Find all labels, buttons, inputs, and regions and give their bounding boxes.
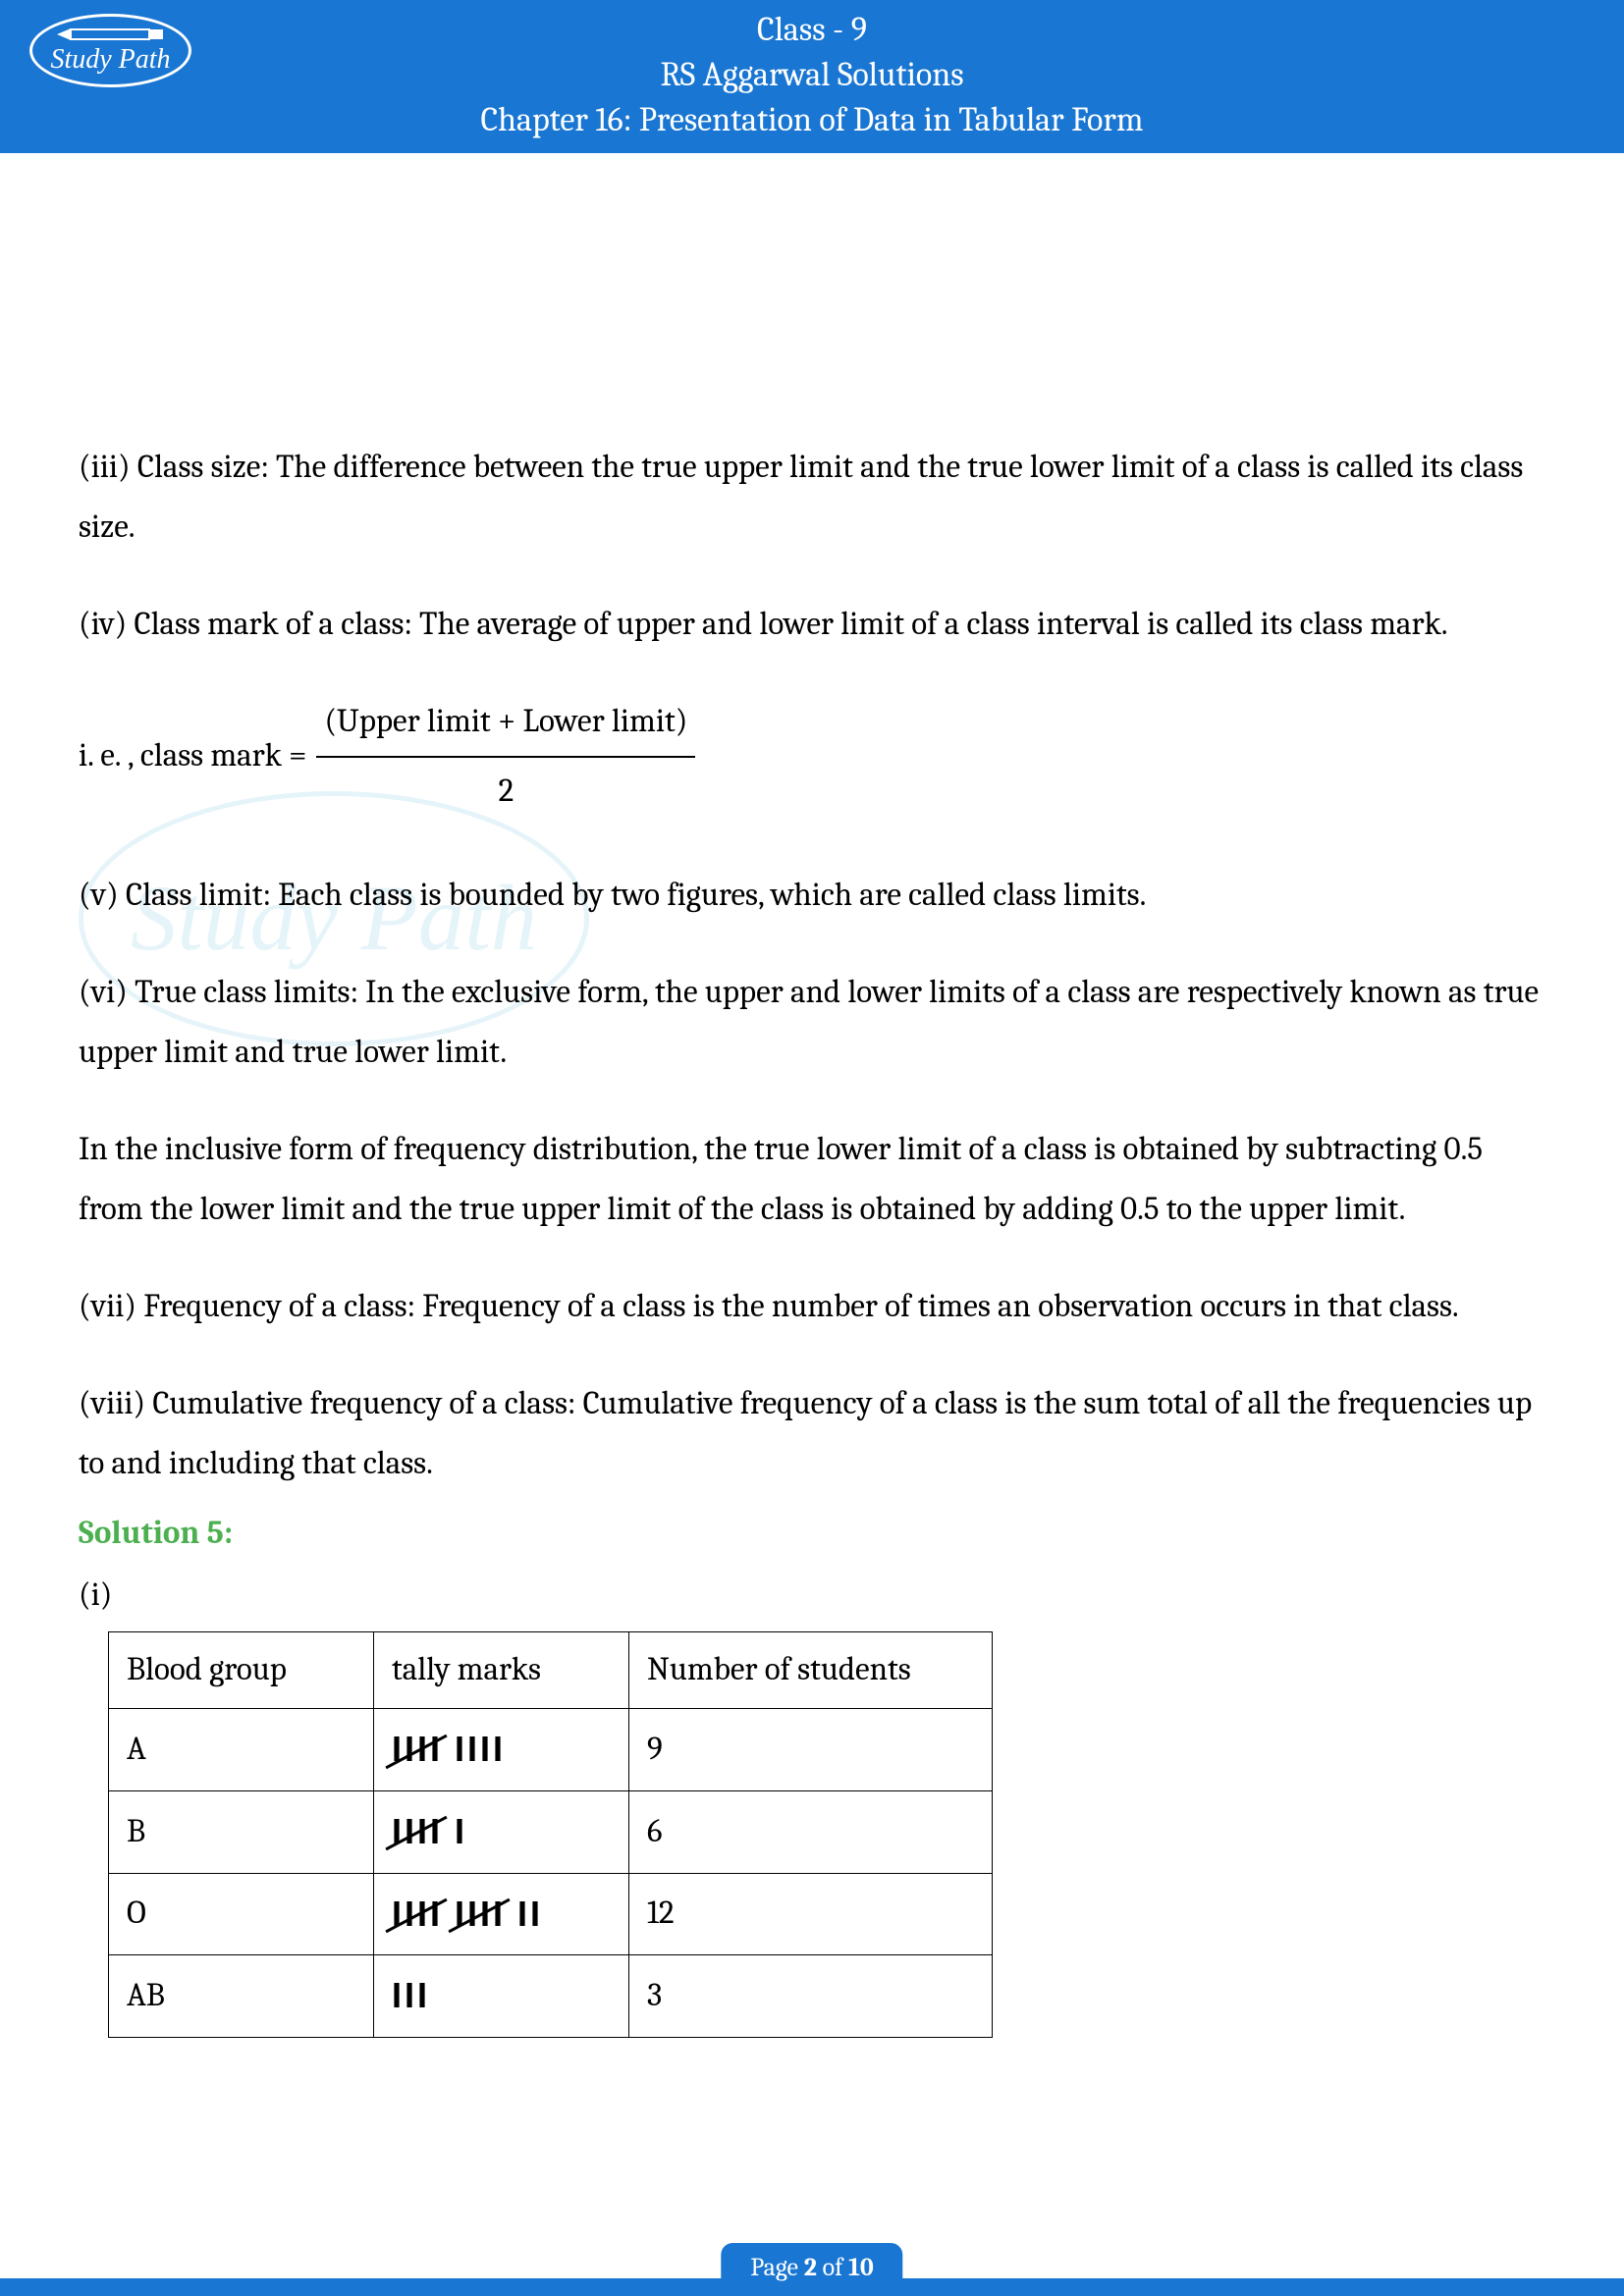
blood-group-cell: O [109, 1873, 374, 1955]
page-number-badge: Page 2 of 10 [721, 2243, 902, 2296]
fraction: (Upper limit + Lower limit) 2 [316, 692, 695, 822]
count-cell: 9 [629, 1709, 993, 1791]
paragraph-iv: (iv) Class mark of a class: The average … [79, 595, 1545, 655]
header-class: Class - 9 [0, 8, 1624, 53]
logo-oval: Study Path [29, 14, 191, 87]
paragraph-iii: (iii) Class size: The difference between… [79, 438, 1545, 558]
table-header: Blood group [109, 1632, 374, 1709]
table-header-row: Blood group tally marks Number of studen… [109, 1632, 993, 1709]
count-cell: 12 [629, 1873, 993, 1955]
page-total: 10 [848, 2253, 874, 2282]
paragraph-vii: (vii) Frequency of a class: Frequency of… [79, 1277, 1545, 1337]
tally-cell: III [374, 1955, 629, 2038]
pencil-icon [57, 27, 165, 42]
formula-lhs: i. e. , class mark = [79, 726, 306, 786]
header-chapter: Chapter 16: Presentation of Data in Tabu… [0, 98, 1624, 143]
tally-cell: IIIIIIIIII [374, 1873, 629, 1955]
solution-heading: Solution 5: [79, 1504, 1545, 1564]
blood-group-table: Blood group tally marks Number of studen… [108, 1631, 993, 2037]
paragraph-vi: (vi) True class limits: In the exclusive… [79, 963, 1545, 1083]
page-content: Study Path (iii) Class size: The differe… [0, 153, 1624, 2038]
table-header: Number of students [629, 1632, 993, 1709]
page-current: 2 [804, 2253, 817, 2282]
formula-denominator: 2 [499, 758, 514, 822]
paragraph-v: (v) Class limit: Each class is bounded b… [79, 866, 1545, 926]
blood-group-cell: B [109, 1791, 374, 1874]
table-row: AB III 3 [109, 1955, 993, 2038]
page-prefix: Page [750, 2253, 803, 2282]
paragraph-viii: (viii) Cumulative frequency of a class: … [79, 1374, 1545, 1494]
blood-group-cell: A [109, 1709, 374, 1791]
header-book: RS Aggarwal Solutions [0, 53, 1624, 98]
tally-cell: IIIIIIII [374, 1709, 629, 1791]
table-header: tally marks [374, 1632, 629, 1709]
table-row: O IIIIIIIIII 12 [109, 1873, 993, 1955]
logo-text: Study Path [50, 44, 170, 76]
formula-numerator: (Upper limit + Lower limit) [316, 692, 695, 758]
class-mark-formula: i. e. , class mark = (Upper limit + Lowe… [79, 692, 1545, 822]
blood-group-cell: AB [109, 1955, 374, 2038]
page-header: Study Path Class - 9 RS Aggarwal Solutio… [0, 0, 1624, 153]
logo: Study Path [29, 14, 191, 87]
table-row: B IIIII 6 [109, 1791, 993, 1874]
count-cell: 6 [629, 1791, 993, 1874]
paragraph-vi-b: In the inclusive form of frequency distr… [79, 1120, 1545, 1240]
table-row: A IIIIIIII 9 [109, 1709, 993, 1791]
solution-sub: (i) [79, 1566, 1545, 1626]
count-cell: 3 [629, 1955, 993, 2038]
tally-cell: IIIII [374, 1791, 629, 1874]
page-middle: of [817, 2253, 848, 2282]
